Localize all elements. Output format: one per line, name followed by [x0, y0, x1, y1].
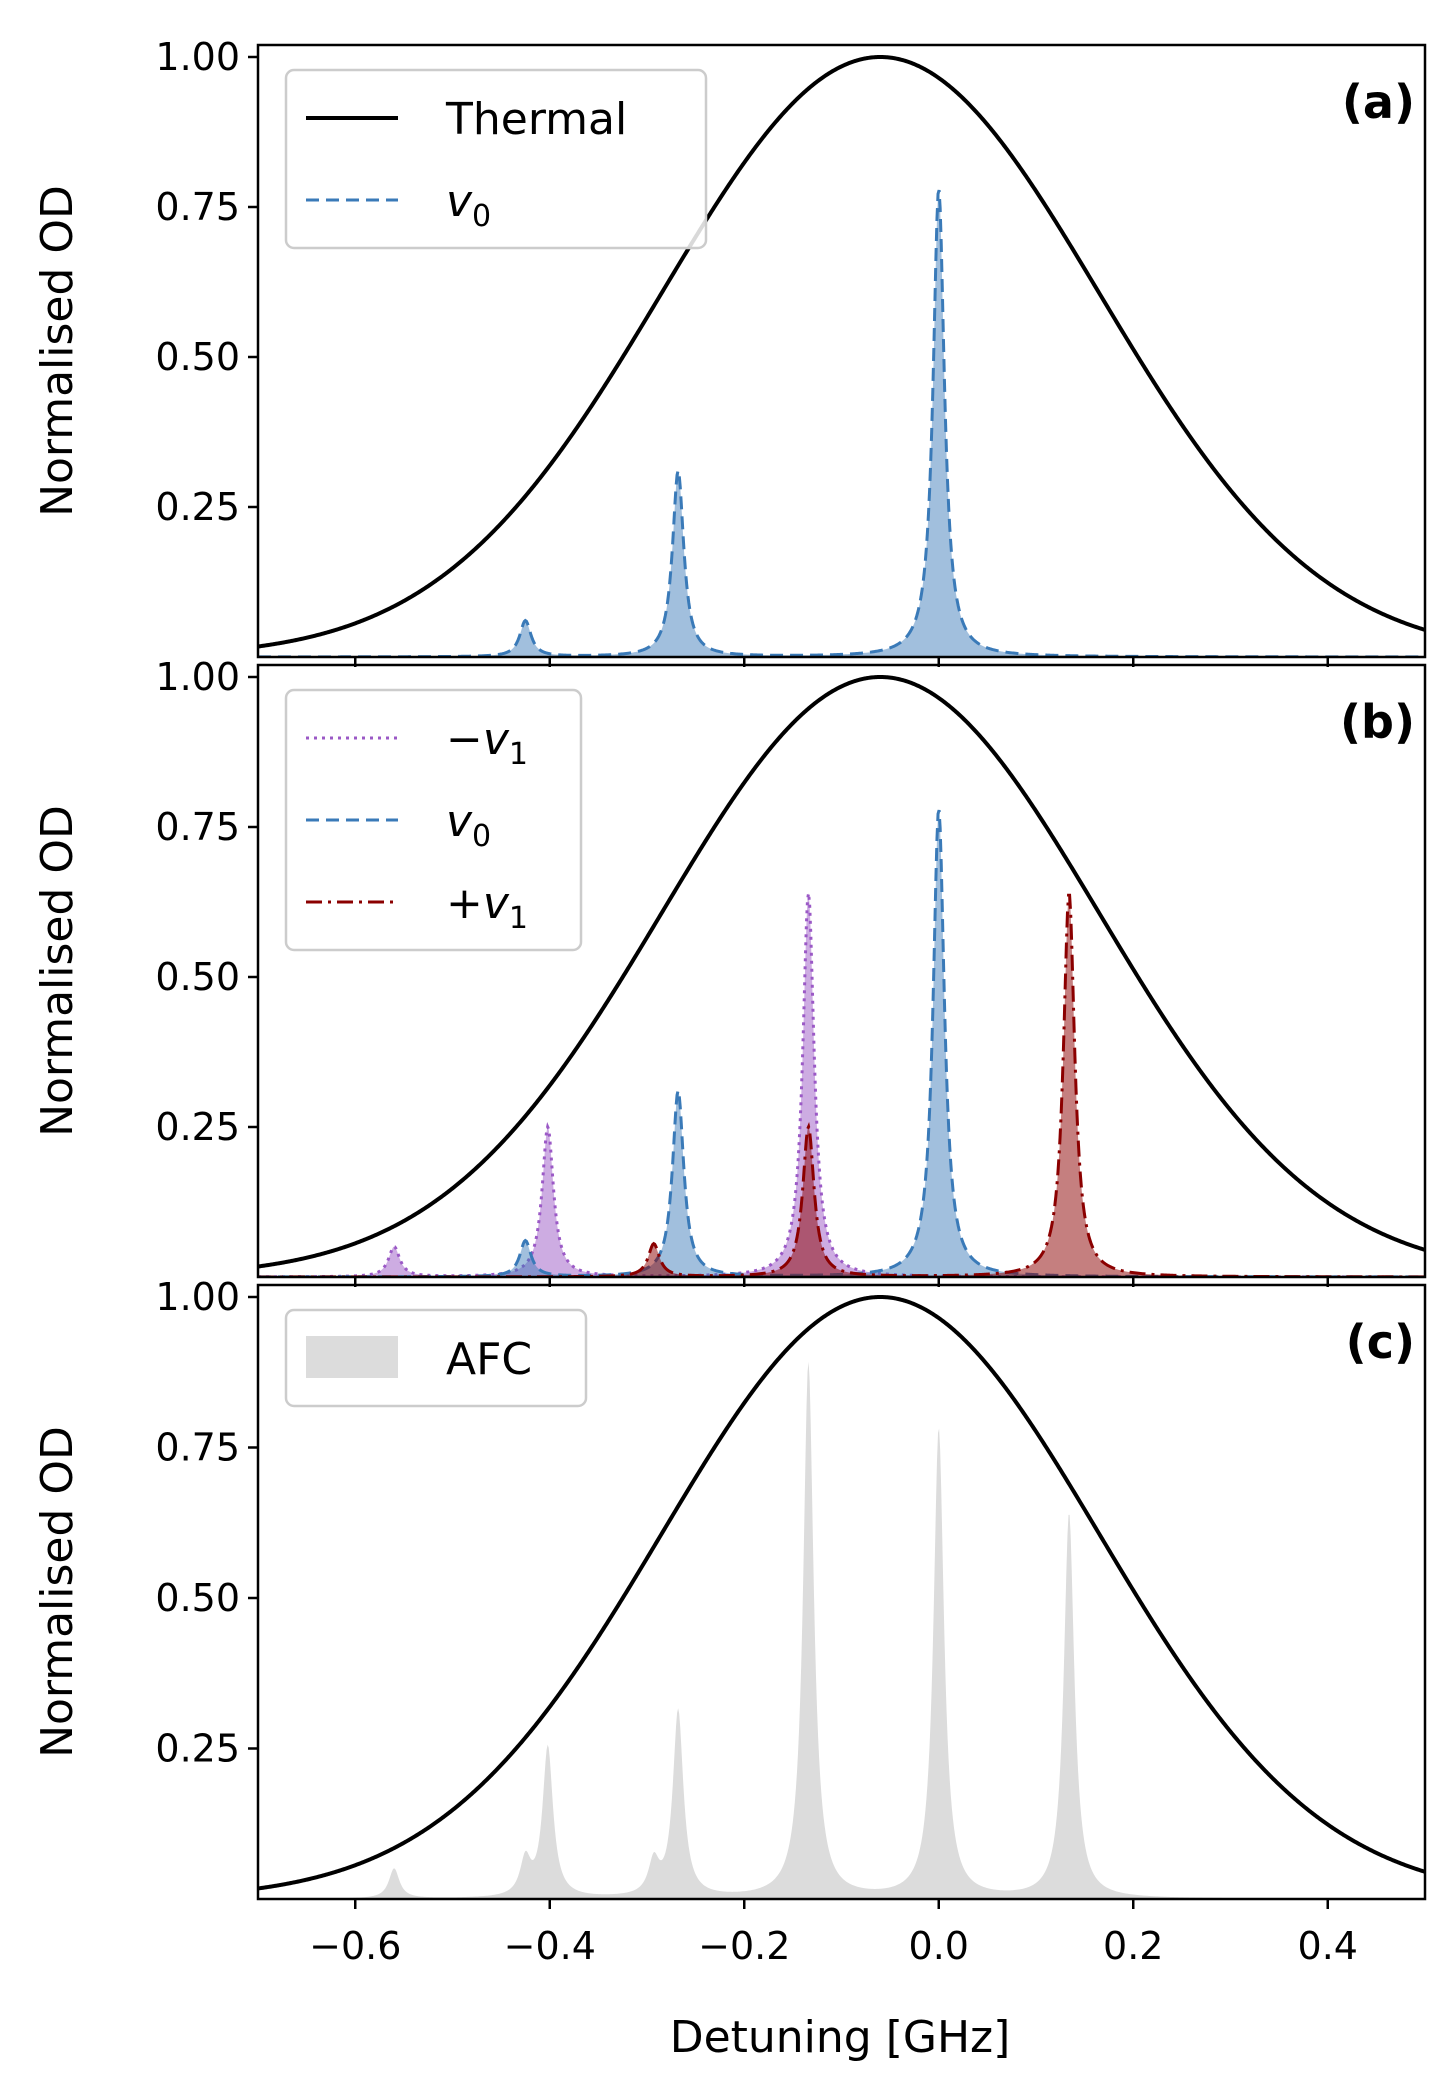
- y-axis-title: Normalised OD: [32, 1426, 83, 1758]
- panel-label-c: (c): [1346, 1315, 1415, 1369]
- x-tick-label: −0.4: [504, 1924, 596, 1968]
- y-tick-label: 0.50: [155, 1576, 240, 1620]
- legend-label-thermal: Thermal: [445, 94, 627, 145]
- legend-box: [284, 68, 708, 250]
- y-tick-label: 0.50: [155, 955, 240, 999]
- x-tick-label: 0.2: [1103, 1924, 1163, 1968]
- x-tick-label: 0.0: [909, 1924, 969, 1968]
- y-tick-label: 0.75: [155, 805, 240, 849]
- panel-c: 0.25 0.50 0.75 1.00 −0.6 −0.4 −0.2 0.0 0.2 0.4 Nor…: [32, 1275, 1427, 1968]
- thermal-curve: [258, 1295, 1425, 1891]
- thermal-curve: [258, 675, 1425, 1269]
- afc-area: [258, 1361, 1425, 1899]
- x-tick-label: 0.4: [1298, 1924, 1358, 1968]
- legend-label-afc: AFC: [446, 1334, 532, 1385]
- legend-c: AFC: [284, 1308, 588, 1408]
- y-tick-label: 0.75: [155, 185, 240, 229]
- legend-label-plus_v1: +v1: [446, 878, 528, 936]
- series-fill-plus_v1: [258, 895, 1425, 1277]
- y-tick-label: 0.75: [155, 1426, 240, 1470]
- axes-frame-c: [256, 1283, 1427, 1901]
- axes-frame-b: [256, 663, 1427, 1279]
- panel-b: 0.25 0.50 0.75 1.00 Normalised OD (b) −v1 v0 +v1: [32, 655, 1427, 1287]
- panels: 0.25 0.50 0.75 1.00 Normalised OD (a) Thermal v…: [32, 35, 1427, 1968]
- panel-label-a: (a): [1342, 75, 1415, 129]
- legend-handle-afc: [306, 1336, 398, 1378]
- thermal-curve: [258, 55, 1425, 649]
- y-tick-label: 0.25: [155, 1105, 240, 1149]
- series-line-plus_v1: [258, 893, 1425, 1277]
- legend-label-minus_v1: −v1: [446, 714, 528, 772]
- legend-label-v0: v0: [446, 176, 491, 234]
- y-tick-label: 1.00: [155, 35, 240, 79]
- legend-box: [284, 688, 583, 952]
- panel-label-b: (b): [1340, 695, 1415, 749]
- legend-box: [284, 1308, 588, 1408]
- y-tick-label: 1.00: [155, 1275, 240, 1319]
- legend-label-v0: v0: [446, 796, 491, 854]
- axes-frame-a: [256, 43, 1427, 659]
- y-tick-label: 0.50: [155, 335, 240, 379]
- y-axis-title: Normalised OD: [32, 805, 83, 1137]
- panel-a: 0.25 0.50 0.75 1.00 Normalised OD (a) Thermal v…: [32, 35, 1427, 667]
- series-fill-minus_v1: [258, 893, 1425, 1277]
- x-axis-title: Detuning [GHz]: [670, 2012, 1011, 2063]
- plot-area-c: [258, 1295, 1425, 1899]
- legend-a: Thermal v0: [284, 68, 708, 250]
- series-fill-v0: [258, 190, 1425, 657]
- y-tick-label: 0.25: [155, 485, 240, 529]
- x-tick-label: −0.2: [698, 1924, 790, 1968]
- y-axis-title: Normalised OD: [32, 185, 83, 517]
- x-tick-label: −0.6: [309, 1924, 401, 1968]
- y-tick-label: 0.25: [155, 1727, 240, 1771]
- series-line-v0: [258, 189, 1425, 657]
- legend-b: −v1 v0 +v1: [284, 688, 583, 952]
- y-tick-label: 1.00: [155, 655, 240, 699]
